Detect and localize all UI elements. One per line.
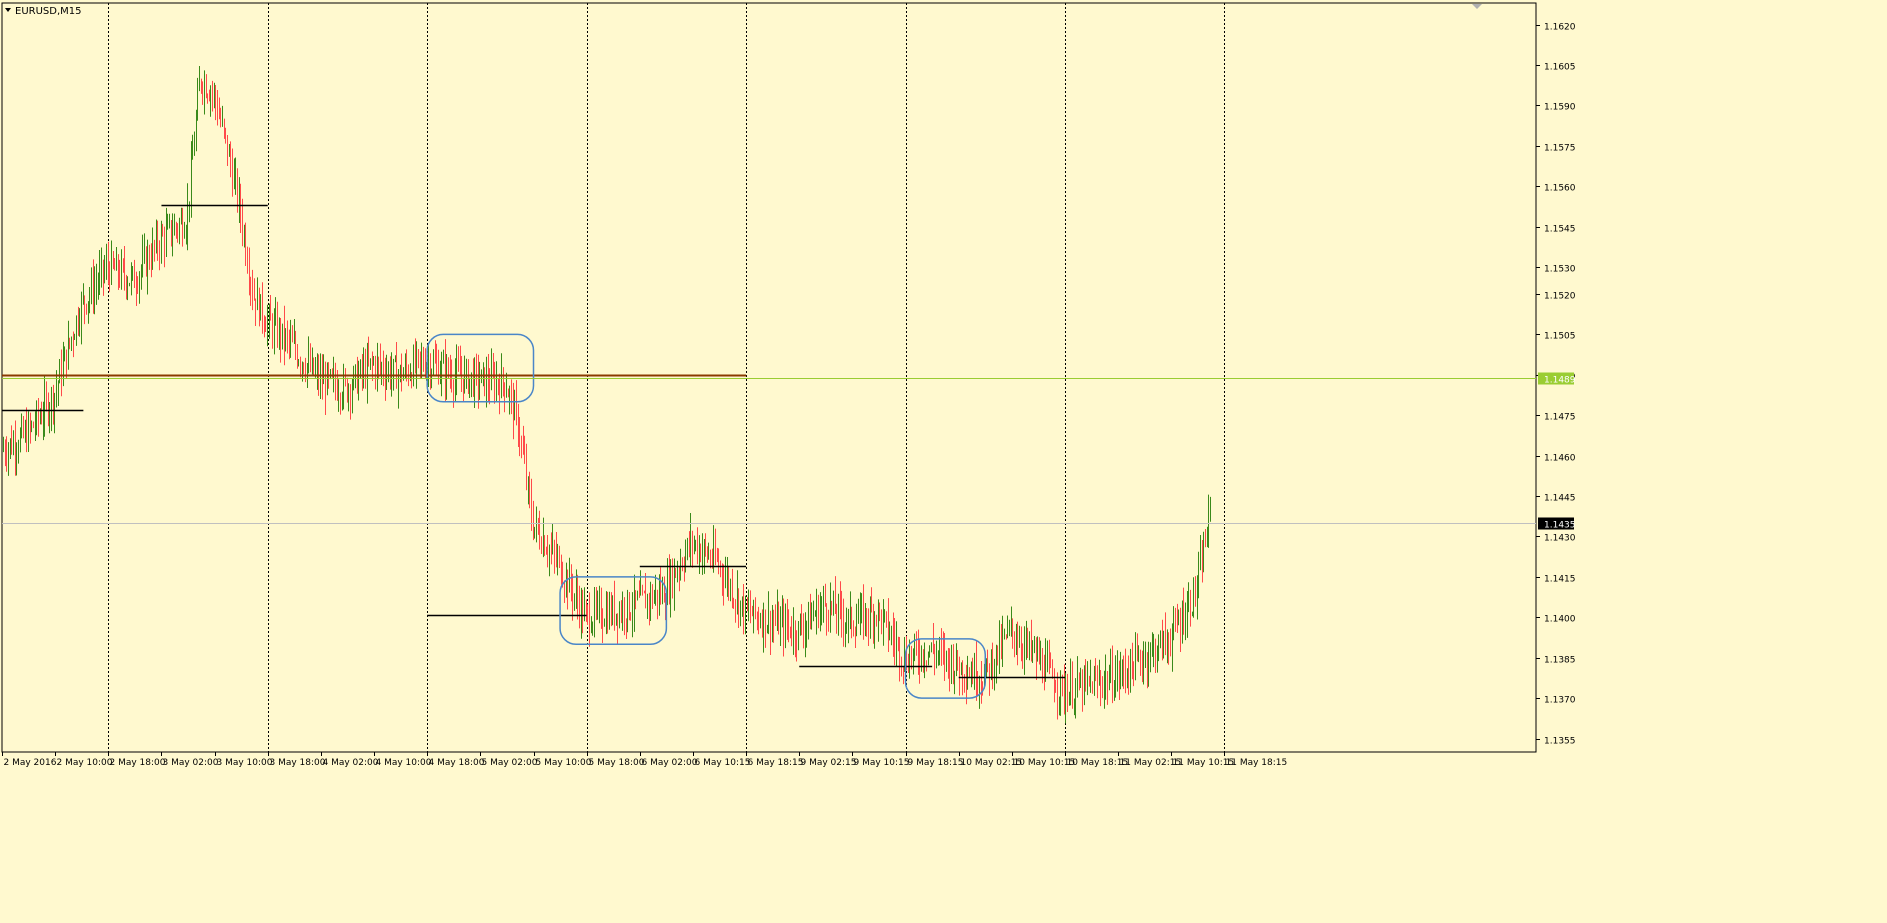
- x-tick-label: 3 May 02:00: [163, 758, 219, 768]
- x-tick-label: 4 May 02:00: [323, 758, 379, 768]
- y-tick-label: 1.1575: [1544, 144, 1576, 154]
- x-tick-label: 4 May 10:00: [376, 758, 432, 768]
- x-tick-label: 9 May 10:15: [854, 758, 910, 768]
- y-tick-label: 1.1460: [1544, 454, 1576, 464]
- y-tick-label: 1.1415: [1544, 575, 1576, 585]
- y-tick-label: 1.1370: [1544, 696, 1576, 706]
- x-tick-label: 2 May 10:00: [57, 758, 113, 768]
- x-tick-label: 6 May 10:15: [695, 758, 751, 768]
- x-tick-label: 11 May 02:15: [1120, 758, 1182, 768]
- triangle-down-icon[interactable]: [5, 8, 11, 12]
- plot-area-frame: [1, 2, 1537, 753]
- range-boxes: [426, 333, 987, 699]
- x-tick-label: 2 May 18:00: [110, 758, 166, 768]
- x-tick-label: 3 May 18:00: [270, 758, 326, 768]
- x-tick-label: 10 May 10:15: [1014, 758, 1076, 768]
- x-tick-label: 6 May 02:00: [642, 758, 698, 768]
- y-tick-label: 1.1520: [1544, 292, 1576, 302]
- bid-price-badge: [1538, 372, 1574, 385]
- x-tick-label: 6 May 18:15: [748, 758, 804, 768]
- y-tick-label: 1.1355: [1544, 737, 1576, 747]
- x-tick-label: 9 May 18:15: [908, 758, 964, 768]
- x-tick-label: 5 May 02:00: [482, 758, 538, 768]
- x-tick-label: 9 May 02:15: [801, 758, 857, 768]
- chart-title-group: EURUSD,M15: [5, 6, 81, 17]
- bid-price-label: 1.1489: [1544, 376, 1576, 386]
- consolidation-box[interactable]: [559, 576, 668, 645]
- y-tick-label: 1.1430: [1544, 534, 1576, 544]
- horizontal-levels: [2, 204, 1065, 679]
- x-tick-label: 2 May 2016: [4, 758, 57, 768]
- symbol-title: EURUSD,M15: [15, 6, 81, 17]
- y-tick-label: 1.1445: [1544, 494, 1576, 504]
- candles: [3, 66, 1211, 724]
- y-tick-label: 1.1620: [1544, 23, 1576, 33]
- day-separators: [108, 3, 1225, 752]
- y-tick-label: 1.1560: [1544, 184, 1576, 194]
- x-tick-label: 5 May 18:00: [589, 758, 645, 768]
- current-price-badge: [1538, 517, 1574, 530]
- price-lines: [2, 378, 1536, 524]
- y-tick-label: 1.1605: [1544, 63, 1576, 73]
- y-tick-label: 1.1545: [1544, 225, 1576, 235]
- x-tick-label: 3 May 10:00: [217, 758, 273, 768]
- y-tick-label: 1.1505: [1544, 332, 1576, 342]
- y-tick-label: 1.1590: [1544, 103, 1576, 113]
- x-tick-label: 11 May 18:15: [1226, 758, 1288, 768]
- y-tick-label: 1.1475: [1544, 413, 1576, 423]
- consolidation-box[interactable]: [904, 638, 987, 699]
- chart-shift-marker-icon[interactable]: [1472, 4, 1482, 9]
- time-axis[interactable]: 2 May 2016 2 May 10:002 May 18:003 May 02…: [2, 752, 1288, 768]
- price-axis[interactable]: 1.1620 1.1605 1.1590 1.1575 1.1560 1.1545 1.15…: [1536, 23, 1576, 747]
- x-tick-label: 11 May 10:15: [1173, 758, 1235, 768]
- x-tick-label: 10 May 18:15: [1067, 758, 1129, 768]
- y-tick-label: 1.1530: [1544, 265, 1576, 275]
- x-tick-label: 10 May 02:15: [961, 758, 1023, 768]
- consolidation-box[interactable]: [426, 333, 535, 403]
- x-tick-label: 4 May 18:00: [429, 758, 485, 768]
- current-price-label: 1.1435: [1544, 521, 1576, 531]
- y-tick-label: 1.1385: [1544, 656, 1576, 666]
- y-tick-label: 1.1400: [1544, 615, 1576, 625]
- x-tick-label: 5 May 10:00: [536, 758, 592, 768]
